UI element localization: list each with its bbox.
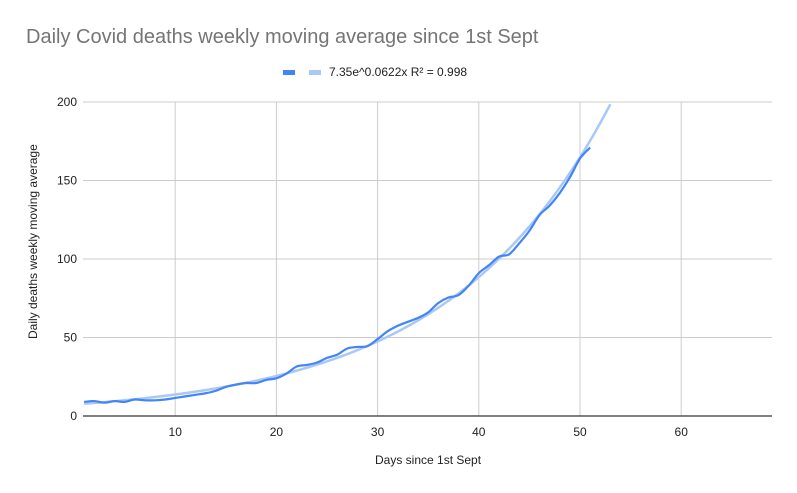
y-tick-label: 150 [57,174,77,188]
y-axis-ticks: 0 50 100 150 200 [57,95,77,423]
y-tick-label: 0 [70,409,77,423]
x-tick-label: 50 [573,425,587,439]
x-axis-label: Days since 1st Sept [375,453,482,467]
legend-swatch-trendline [309,69,321,75]
x-tick-label: 30 [371,425,385,439]
x-tick-label: 40 [472,425,486,439]
x-axis-ticks: 10 20 30 40 50 60 [169,425,689,439]
legend: 7.35e^0.0622x R² = 0.998 [283,64,467,80]
trendline [84,103,612,405]
x-tick-label: 10 [169,425,183,439]
y-tick-label: 200 [57,95,77,109]
x-tick-label: 20 [270,425,284,439]
x-tick-label: 60 [675,425,689,439]
y-tick-label: 50 [64,331,78,345]
legend-trendline-label: 7.35e^0.0622x R² = 0.998 [329,65,468,79]
y-tick-label: 100 [57,252,77,266]
data-line [84,146,591,404]
gridlines [83,101,772,416]
chart-title: Daily Covid deaths weekly moving average… [26,26,539,48]
legend-swatch-series [283,69,295,75]
